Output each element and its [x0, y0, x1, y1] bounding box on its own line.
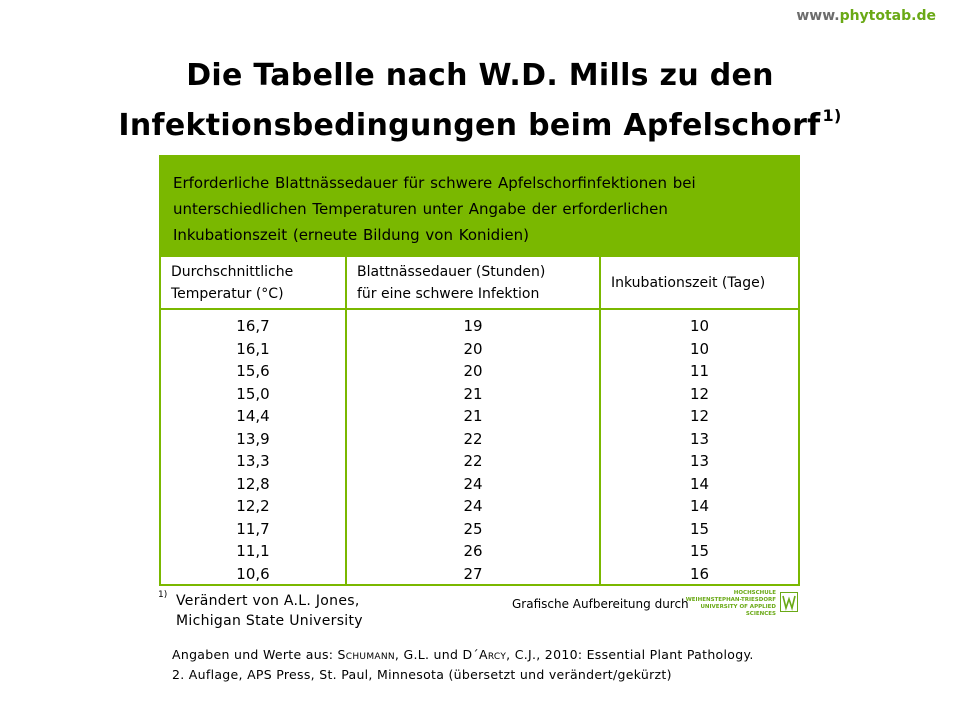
header-wetness-line2: für eine schwere Infektion	[357, 285, 540, 302]
cell-wetness-hours: 25	[463, 519, 483, 538]
cell-incubation-days: 16	[689, 564, 710, 583]
header-wetness-line1: Blattnässedauer (Stunden)	[357, 263, 546, 280]
cell-temperature: 13,3	[236, 452, 270, 470]
footnote-text: Verändert von A.L. Jones, Michigan State…	[176, 591, 363, 631]
hswt-logo-icon	[780, 592, 798, 612]
cell-wetness-hours: 20	[463, 339, 483, 358]
header-temperature-line2: Temperatur (°C)	[171, 285, 284, 302]
mills-table: Erforderliche Blattnässedauer für schwer…	[159, 155, 800, 586]
source-rest: , C.J., 2010: Essential Plant Pathology.	[506, 647, 754, 662]
cell-temperature: 13,9	[236, 429, 270, 448]
column-incubation-days: 10 10 11 12 12 13 13 14 14 15 15 16	[599, 310, 798, 584]
header-incubation: Inkubationszeit (Tage)	[599, 255, 798, 310]
cell-incubation-days: 13	[689, 429, 710, 448]
cell-incubation-days: 11	[689, 362, 710, 380]
cell-incubation-days: 15	[689, 542, 710, 560]
logo-line3: UNIVERSITY OF APPLIED SCIENCES	[700, 604, 776, 617]
logo-line2: WEIHENSTEPHAN-TRIESDORF	[685, 597, 776, 603]
table-caption: Erforderliche Blattnässedauer für schwer…	[161, 157, 798, 255]
cell-temperature: 15,6	[236, 362, 270, 380]
cell-wetness-hours: 24	[463, 474, 483, 493]
title-line2: Infektionsbedingungen beim Apfelschorf	[118, 108, 821, 143]
source-citation: Angaben und Werte aus: Schumann, G.L. un…	[172, 645, 754, 685]
source-mid: , G.L. und D´	[394, 647, 479, 662]
cell-incubation-days: 15	[689, 519, 710, 538]
cell-temperature: 11,7	[236, 519, 270, 538]
cell-wetness-hours: 22	[463, 429, 483, 448]
cell-incubation-days: 10	[689, 317, 710, 335]
cell-wetness-hours: 21	[463, 384, 483, 403]
source-line2: 2. Auflage, APS Press, St. Paul, Minneso…	[172, 667, 672, 682]
cell-temperature: 15,0	[236, 384, 270, 403]
credit-text: Grafische Aufbereitung durch	[512, 597, 689, 611]
cell-incubation-days: 13	[689, 452, 710, 470]
header-temperature-line1: Durchschnittliche	[171, 263, 294, 280]
header-temperature: Durchschnittliche Temperatur (°C)	[161, 255, 345, 310]
site-url-domain: phytotab	[839, 8, 912, 24]
footnote-line2: Michigan State University	[176, 613, 363, 629]
cell-incubation-days: 12	[689, 384, 710, 403]
cell-incubation-days: 10	[689, 339, 710, 358]
title-line1: Die Tabelle nach W.D. Mills zu den	[186, 58, 774, 93]
cell-temperature: 11,1	[236, 542, 270, 560]
cell-wetness-hours: 21	[463, 407, 483, 425]
page-title: Die Tabelle nach W.D. Mills zu den Infek…	[0, 56, 960, 146]
cell-incubation-days: 14	[689, 474, 710, 493]
cell-wetness-hours: 20	[463, 362, 483, 380]
hswt-logo: HOCHSCHULE WEIHENSTEPHAN-TRIESDORF UNIVE…	[684, 590, 800, 617]
cell-temperature: 16,7	[236, 317, 270, 335]
site-url-www: www.	[796, 8, 840, 24]
site-url-tld: .de	[911, 8, 936, 24]
logo-text: HOCHSCHULE WEIHENSTEPHAN-TRIESDORF UNIVE…	[684, 590, 776, 618]
cell-temperature: 12,2	[236, 497, 270, 515]
cell-wetness-hours: 19	[463, 317, 483, 335]
source-author2: Arcy	[478, 647, 507, 662]
header-wetness: Blattnässedauer (Stunden) für eine schwer…	[345, 255, 599, 310]
header-incubation-line1: Inkubationszeit (Tage)	[611, 274, 766, 291]
cell-incubation-days: 14	[689, 497, 710, 515]
site-url: www.phytotab.de	[796, 8, 936, 24]
cell-incubation-days: 12	[689, 407, 710, 425]
title-footnote-ref: 1)	[822, 106, 842, 125]
logo-line1: HOCHSCHULE	[733, 590, 776, 596]
cell-wetness-hours: 24	[463, 497, 483, 515]
source-author1: Schumann	[337, 647, 395, 662]
column-temperature: 16,7 16,1 15,6 15,0 14,4 13,9 13,3 12,8 12,2 11,7…	[161, 310, 345, 584]
cell-wetness-hours: 27	[463, 564, 483, 583]
footnote-marker: 1)	[158, 590, 168, 600]
cell-wetness-hours: 26	[463, 542, 483, 560]
cell-temperature: 12,8	[236, 474, 270, 493]
cell-temperature: 14,4	[236, 407, 270, 425]
footnote-line1: Verändert von A.L. Jones,	[176, 593, 360, 609]
cell-temperature: 10,6	[236, 564, 270, 583]
cell-wetness-hours: 22	[463, 452, 483, 470]
column-wetness-hours: 19 20 20 21 21 22 22 24 24 25 26 27	[345, 310, 599, 584]
source-prefix: Angaben und Werte aus:	[172, 647, 338, 662]
cell-temperature: 16,1	[236, 339, 270, 358]
